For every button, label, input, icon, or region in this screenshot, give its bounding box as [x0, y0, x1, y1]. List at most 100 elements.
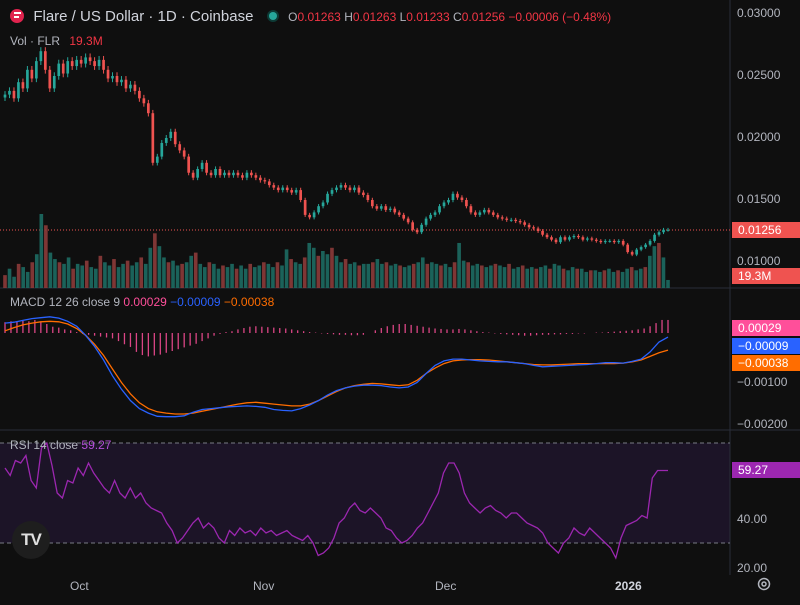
candle-body	[500, 217, 504, 219]
candle-body	[232, 172, 235, 176]
candle-body	[12, 90, 16, 99]
candle-body	[97, 59, 101, 67]
candle-body	[151, 113, 155, 163]
volume-bar	[39, 214, 44, 288]
candle-body	[276, 187, 280, 191]
volume-bar	[71, 268, 75, 288]
volume-bar	[361, 263, 366, 288]
time-axis-label: Dec	[435, 579, 456, 593]
tradingview-logo[interactable]: TV	[12, 521, 50, 559]
candle-body	[120, 79, 123, 83]
volume-bar	[171, 260, 175, 288]
volume-bar	[375, 259, 380, 288]
symbol-title[interactable]: Flare / US Dollar · 1D · Coinbase	[33, 8, 254, 25]
volume-bar	[384, 262, 389, 288]
candle-body	[568, 237, 571, 240]
volume-bar	[202, 267, 207, 288]
volume-bar	[57, 262, 62, 288]
volume-bar	[334, 255, 339, 288]
volume-bar	[425, 263, 430, 288]
volume-bar	[112, 259, 116, 288]
candle-body	[267, 181, 271, 186]
candle-body	[577, 235, 580, 238]
ohlc-low-label: L	[399, 10, 407, 24]
candle-body	[335, 187, 338, 191]
candle-body	[505, 218, 509, 220]
volume-bar	[457, 242, 461, 288]
candle-body	[147, 103, 150, 114]
volume-bar	[48, 252, 53, 288]
volume-bar	[139, 257, 144, 288]
volume-bar	[189, 255, 194, 288]
volume-bar	[616, 270, 620, 288]
volume-bar	[479, 265, 484, 288]
volume-bar	[298, 263, 302, 288]
candle-body	[30, 69, 34, 79]
volume-bar	[98, 255, 103, 288]
candle-body	[532, 227, 535, 229]
volume-bar	[84, 260, 89, 288]
macd-params: 12 26 close 9	[48, 295, 121, 309]
macd-hist-value: 0.00029	[123, 295, 167, 309]
ohlc-close-label: C	[453, 10, 462, 24]
candle-body	[169, 131, 173, 138]
candle-body	[173, 131, 177, 145]
candle-body	[115, 76, 119, 83]
candle-body	[496, 214, 500, 218]
candle-body	[348, 187, 352, 191]
volume-bar	[352, 262, 357, 288]
macd-label[interactable]: MACD	[10, 295, 46, 309]
volume-bar	[343, 259, 348, 288]
volume-bar	[21, 267, 25, 288]
volume-bar	[230, 263, 234, 288]
candle-body	[254, 175, 258, 178]
volume-bar	[502, 267, 507, 288]
candle-body	[460, 197, 464, 200]
price-axis-label: 0.01500	[737, 192, 781, 206]
candle-body	[375, 206, 379, 209]
volume-bar	[470, 265, 475, 288]
candle-body	[487, 209, 491, 213]
volume-bar	[402, 267, 407, 288]
volume-bar	[339, 262, 343, 288]
candle-body	[527, 224, 531, 228]
volume-bar	[148, 247, 153, 288]
ohlc-high: 0.01263	[352, 10, 397, 24]
volume-bar	[661, 257, 666, 288]
volume-bar	[611, 271, 616, 288]
ohlc-open-label: O	[288, 10, 298, 24]
ohlc-change: −0.00006 (−0.48%)	[508, 10, 612, 24]
volume-bar	[175, 265, 180, 288]
candle-body	[111, 76, 114, 79]
candle-body	[424, 218, 428, 225]
candle-body	[639, 247, 643, 250]
volume-bar	[184, 262, 189, 288]
volume-bar	[638, 268, 643, 288]
volume-bar	[475, 263, 480, 288]
volume-label[interactable]: Vol · FLR	[10, 34, 61, 48]
volume-bar	[620, 271, 625, 288]
volume-bar	[143, 263, 148, 288]
macd-histogram	[4, 319, 669, 357]
macd-main-line	[4, 316, 669, 418]
candle-body	[621, 240, 625, 245]
volume-bar	[411, 263, 416, 288]
candle-body	[563, 237, 567, 240]
volume-bar	[643, 267, 648, 288]
settings-gear-icon[interactable]	[756, 576, 772, 592]
candle-body	[191, 172, 195, 178]
volume-bar	[539, 267, 543, 288]
candle-body	[469, 206, 473, 213]
rsi-band	[0, 443, 730, 543]
time-axis-label: Oct	[70, 579, 89, 593]
rsi-axis-label: 20.00	[737, 561, 767, 575]
rsi-label[interactable]: RSI	[10, 438, 31, 452]
volume-bar	[257, 265, 262, 288]
candle-body	[626, 244, 630, 253]
volume-bar	[666, 279, 670, 288]
volume-bar	[393, 263, 398, 288]
volume-bar	[430, 262, 434, 288]
volume-bar	[321, 251, 325, 288]
header-legend: Flare / US Dollar · 1D · Coinbase O 0.012…	[10, 9, 611, 25]
